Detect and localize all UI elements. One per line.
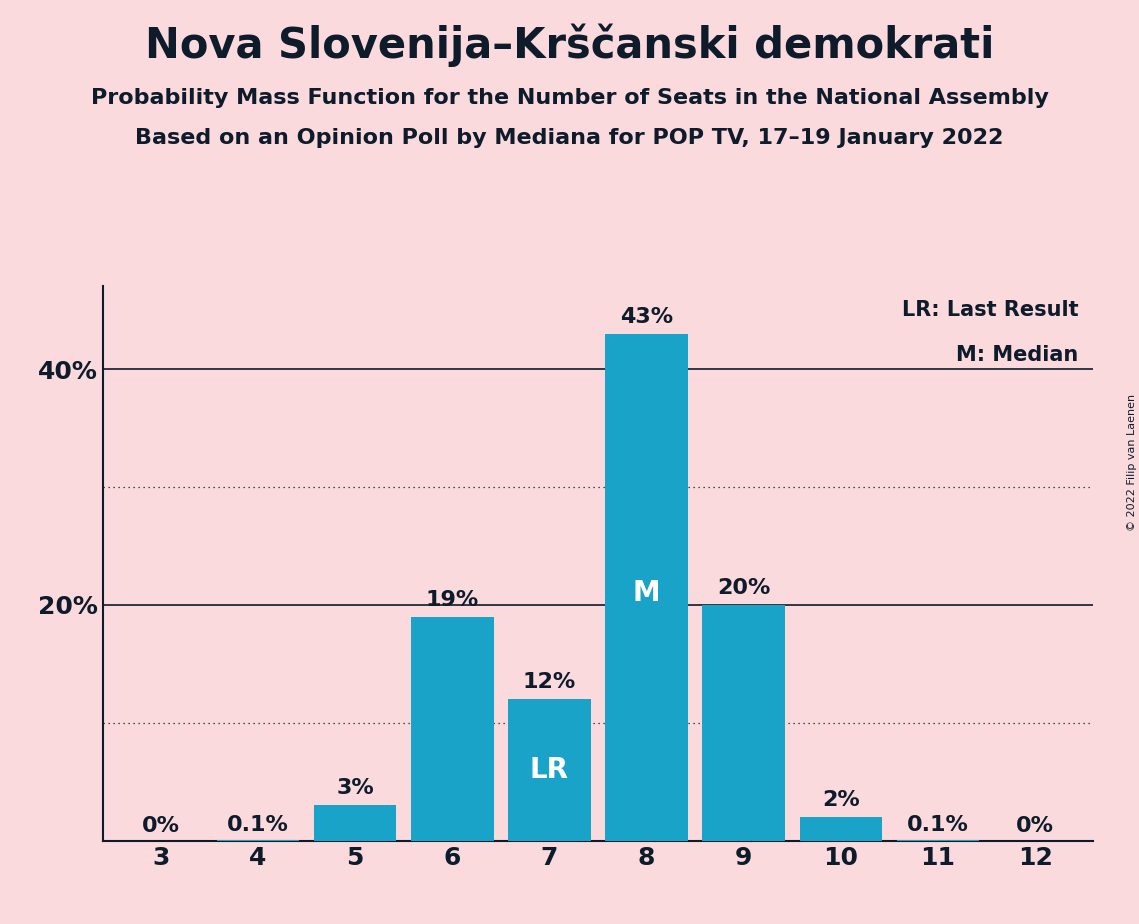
Text: Nova Slovenija–Krščanski demokrati: Nova Slovenija–Krščanski demokrati	[145, 23, 994, 67]
Bar	[508, 699, 591, 841]
Bar	[896, 840, 980, 841]
Text: 20%: 20%	[718, 578, 770, 598]
Bar	[314, 806, 396, 841]
Text: Probability Mass Function for the Number of Seats in the National Assembly: Probability Mass Function for the Number…	[91, 88, 1048, 108]
Bar	[216, 840, 300, 841]
Text: M: Median: M: Median	[957, 345, 1079, 365]
Text: 3%: 3%	[336, 778, 374, 798]
Text: M: M	[633, 579, 661, 607]
Text: Based on an Opinion Poll by Mediana for POP TV, 17–19 January 2022: Based on an Opinion Poll by Mediana for …	[136, 128, 1003, 148]
Text: 0.1%: 0.1%	[907, 815, 969, 835]
Text: LR: LR	[530, 756, 568, 784]
Text: 0%: 0%	[141, 816, 180, 836]
Text: 0.1%: 0.1%	[227, 815, 289, 835]
Text: 43%: 43%	[620, 307, 673, 326]
Bar	[605, 334, 688, 841]
Text: 0%: 0%	[1016, 816, 1055, 836]
Bar	[800, 817, 882, 841]
Bar	[411, 616, 493, 841]
Bar	[703, 605, 785, 841]
Text: LR: Last Result: LR: Last Result	[902, 300, 1079, 321]
Text: 12%: 12%	[523, 673, 576, 692]
Text: 19%: 19%	[426, 590, 478, 610]
Text: 2%: 2%	[822, 790, 860, 810]
Text: © 2022 Filip van Laenen: © 2022 Filip van Laenen	[1126, 394, 1137, 530]
